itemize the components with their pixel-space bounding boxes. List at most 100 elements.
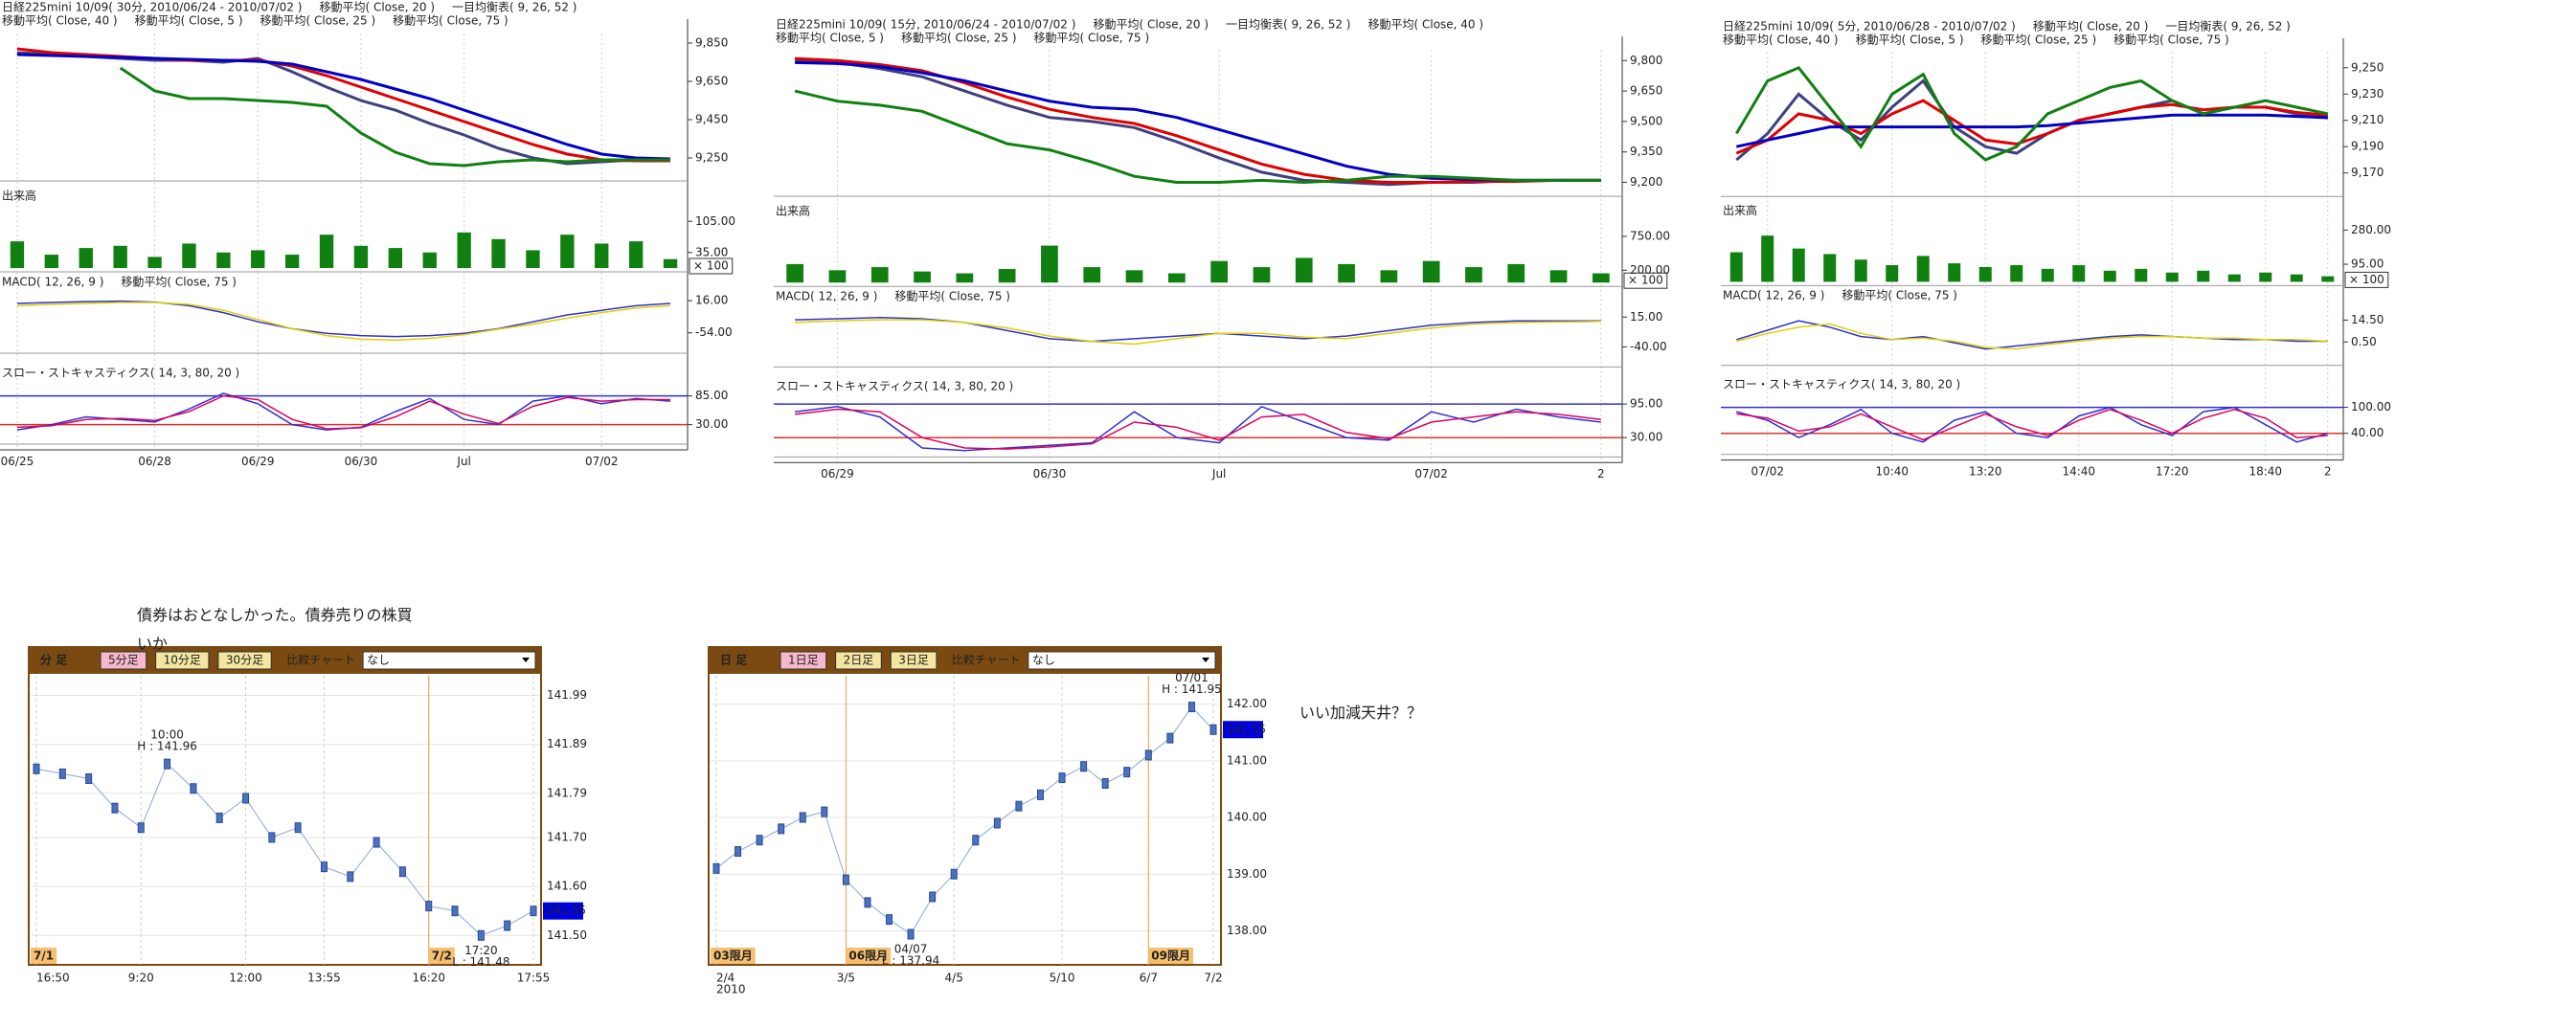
candle	[530, 905, 537, 917]
low-label: L : 141.48	[452, 955, 509, 969]
volume-bar	[998, 269, 1016, 283]
y-tick-label: 95.00	[1630, 397, 1662, 411]
period-tab[interactable]	[100, 651, 147, 670]
y-tick-label: 280.00	[2351, 223, 2391, 236]
x-tick-label: 16:50	[36, 972, 70, 985]
panel-label: 移動平均( Close, 75 )	[1842, 288, 1957, 302]
volume-bar	[870, 267, 889, 283]
indicator-line	[1736, 406, 2329, 443]
period-tab-label[interactable]: 2日足	[844, 654, 874, 667]
volume-unit: × 100	[1628, 274, 1663, 287]
candle	[1144, 749, 1152, 761]
y-tick-label: 750.00	[1630, 229, 1670, 242]
period-tab[interactable]	[780, 651, 827, 670]
x-tick-label: 4/5	[945, 972, 963, 985]
last-price: 141.55	[546, 904, 586, 917]
note: 債券はおとなしかった。債券売りの株買いか	[137, 606, 413, 653]
compare-select[interactable]	[1028, 651, 1216, 670]
plot-frame	[28, 646, 542, 966]
volume-unit: × 100	[2349, 273, 2384, 286]
period-tab[interactable]	[155, 651, 210, 670]
period-marker-box	[1148, 948, 1194, 964]
period-tab-label[interactable]: 1日足	[788, 654, 819, 667]
volume-bar	[1978, 266, 1992, 282]
chart-header: 移動平均( Close, 20 )	[1093, 18, 1209, 32]
y-tick-label: 9,250	[695, 151, 728, 165]
chart-header: 移動平均( Close, 25 )	[1981, 34, 2097, 47]
volume-bar	[2103, 270, 2116, 282]
panel-label: 出来高	[1723, 203, 1757, 217]
x-tick-label: 13:55	[307, 972, 341, 985]
y-tick-label: 141.00	[1227, 753, 1267, 767]
dropdown-arrow	[1202, 658, 1209, 662]
price-line	[715, 705, 1214, 935]
high-label: H : 141.95	[1162, 682, 1222, 696]
candle	[85, 772, 93, 784]
volume-unit: × 100	[693, 259, 729, 273]
period-tab-label[interactable]: 30分足	[226, 654, 263, 667]
compare-select[interactable]	[362, 651, 536, 670]
y-tick-label: 142.00	[1227, 697, 1267, 710]
chart-header: 移動平均( Close, 20 )	[319, 1, 435, 14]
compare-value[interactable]: なし	[1032, 654, 1055, 667]
compare-value[interactable]: なし	[367, 654, 390, 667]
panel-label: 出来高	[2, 189, 36, 203]
y-tick-label: 141.79	[547, 786, 587, 799]
y-tick-label: 141.60	[547, 880, 587, 893]
volume-bar	[1729, 252, 1743, 282]
volume-bar	[1167, 273, 1186, 283]
period-tab[interactable]	[890, 651, 938, 670]
year-label: 2010	[716, 983, 746, 996]
chart-header: 移動平均( Close, 75 )	[393, 14, 508, 28]
volume-bar	[422, 252, 437, 268]
candle	[1058, 772, 1066, 784]
volume-bar	[1338, 263, 1355, 283]
x-tick-label: 06/25	[1, 455, 34, 468]
volume-bar	[2197, 270, 2210, 282]
volume-bar	[1854, 259, 1867, 282]
volume-bar	[79, 248, 93, 268]
y-tick-label: 9,250	[2351, 60, 2384, 74]
period-tab-label[interactable]: 3日足	[898, 654, 929, 667]
x-tick-label: 16:20	[412, 972, 445, 985]
period-tab[interactable]	[217, 651, 272, 670]
y-tick-label: 141.99	[547, 688, 587, 702]
candle	[1123, 767, 1131, 778]
chart-header: 移動平均( Close, 5 )	[776, 32, 884, 45]
chart-header: 移動平均( Close, 75 )	[1034, 32, 1150, 45]
volume-bar	[1549, 270, 1568, 283]
x-tick-label: 06/29	[241, 455, 275, 468]
volume-bar	[1792, 248, 1805, 282]
indicator-line	[795, 56, 1601, 184]
period-tab[interactable]	[835, 651, 882, 670]
widget-title: 日 足	[720, 654, 747, 667]
volume-bar	[1465, 267, 1482, 283]
x-tick-label: 17:20	[2156, 464, 2189, 478]
volume-bar	[628, 241, 644, 268]
y-tick-label: 14.50	[2351, 313, 2384, 326]
volume-bar	[1125, 270, 1143, 283]
chart-header: 一目均衡表( 9, 26, 52 )	[2165, 20, 2290, 34]
volume-bar	[2010, 265, 2023, 282]
indicator-line	[1735, 113, 2328, 148]
volume-bar	[353, 245, 369, 268]
period-tab-label[interactable]: 10分足	[164, 654, 201, 667]
candle	[294, 822, 302, 834]
indicator-line	[795, 319, 1601, 346]
chart-header: 移動平均( Close, 40 )	[2, 14, 118, 28]
unit-box	[1623, 272, 1668, 289]
period-marker-box	[846, 948, 892, 964]
volume-bar	[457, 232, 471, 268]
panel-label: MACD( 12, 26, 9 )	[776, 289, 877, 302]
price-line	[35, 763, 534, 936]
y-tick-label: 95.00	[2351, 257, 2384, 271]
period-tab-label[interactable]: 5分足	[108, 654, 139, 667]
y-tick-label: 141.70	[547, 830, 587, 843]
panel-label: スロー・ストキャスティクス( 14, 3, 80, 20 )	[2, 367, 239, 380]
panel-label: 移動平均( Close, 75 )	[894, 289, 1010, 302]
volume-bar	[113, 245, 127, 268]
indicator-line	[16, 47, 670, 163]
candle	[137, 822, 145, 834]
candle	[778, 823, 785, 835]
y-tick-label: 141.50	[547, 928, 587, 942]
